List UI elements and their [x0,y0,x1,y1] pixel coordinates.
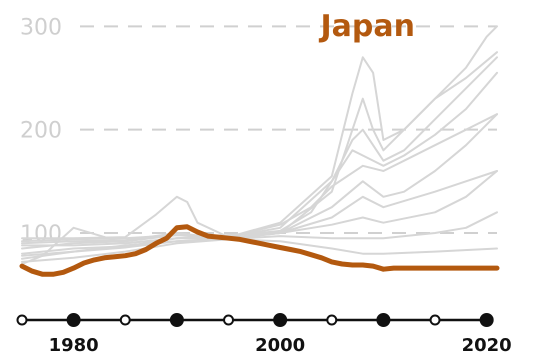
timeline-marker-2015 [429,314,441,326]
background-series-line-8 [21,211,498,257]
background-series-line-1 [21,25,498,240]
background-series-line-10 [21,113,498,243]
x-tick-label-2020: 2020 [462,335,512,356]
background-series-line-4 [21,71,498,255]
timeline-marker-2005 [326,314,338,326]
timeline-axis [16,313,494,327]
timeline-marker-2000 [273,313,288,327]
timeline-marker-1995 [223,314,235,326]
timeline-marker-1980 [66,313,81,327]
y-tick-label-200: 200 [20,119,62,144]
highlight-series-line [19,224,500,277]
x-tick-labels: 1980 2000 2020 [49,335,512,356]
x-tick-label-1980: 1980 [49,335,99,356]
background-series-line-9 [21,238,498,263]
timeline-marker-2010 [376,313,391,327]
background-series-line-3 [21,56,498,250]
background-series-line-5 [21,113,498,247]
highlight-series-label: Japan [319,9,415,44]
timeline-marker-2020 [479,313,494,327]
background-series-line-6 [21,170,498,260]
gridlines [80,25,497,234]
y-tick-label-300: 300 [20,15,62,40]
timeline-marker-1990 [169,313,184,327]
background-series [21,25,498,265]
highlight-series [19,224,500,277]
timeline-marker-1975 [16,314,28,326]
x-tick-label-2000: 2000 [255,335,305,356]
timeline-marker-1985 [119,314,131,326]
background-series-line-7 [21,170,498,265]
